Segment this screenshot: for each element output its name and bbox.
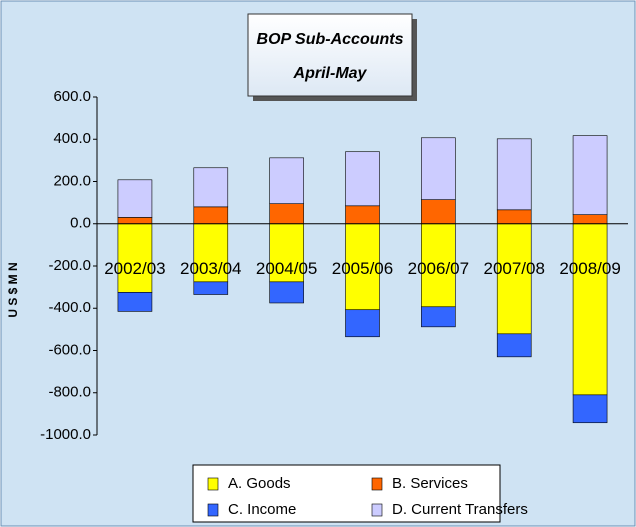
bar xyxy=(572,223,608,396)
bar xyxy=(117,217,153,225)
x-tick-label: 2004/05 xyxy=(256,259,317,278)
legend-swatch xyxy=(207,503,219,517)
bar xyxy=(117,179,153,218)
bar xyxy=(572,214,608,225)
bar xyxy=(496,209,532,225)
bar xyxy=(572,394,608,424)
bar xyxy=(193,223,229,283)
bar xyxy=(345,309,380,338)
bar xyxy=(421,306,456,328)
y-tick-label: -400.0 xyxy=(48,299,91,316)
bar xyxy=(117,292,153,312)
y-tick-label: -200.0 xyxy=(48,257,91,274)
bar xyxy=(269,281,304,304)
x-tick-label: 2005/06 xyxy=(332,259,393,278)
bar xyxy=(193,206,229,225)
legend-label: B. Services xyxy=(392,475,468,492)
bar xyxy=(193,281,229,295)
chart-title: BOP Sub-Accounts xyxy=(257,31,404,48)
bar xyxy=(193,167,229,208)
legend-label: D. Current Transfers xyxy=(392,501,528,518)
y-tick-label: 400.0 xyxy=(53,130,91,147)
x-tick-label: 2008/09 xyxy=(559,259,620,278)
legend-label: C. Income xyxy=(228,501,296,518)
bar xyxy=(496,223,532,335)
y-tick-label: 600.0 xyxy=(53,88,91,105)
legend-swatch xyxy=(371,477,383,491)
y-tick-label: 0.0 xyxy=(70,215,91,232)
bar xyxy=(496,333,532,358)
bar xyxy=(269,203,304,225)
x-tick-label: 2002/03 xyxy=(104,259,165,278)
legend-label: A. Goods xyxy=(228,475,291,492)
bar xyxy=(345,205,380,225)
bar xyxy=(572,135,608,215)
bar xyxy=(421,199,456,225)
x-tick-label: 2003/04 xyxy=(180,259,241,278)
y-tick-label: -600.0 xyxy=(48,341,91,358)
y-axis-label: U S $ M N xyxy=(6,262,20,317)
y-tick-label: -800.0 xyxy=(48,384,91,401)
x-tick-label: 2007/08 xyxy=(483,259,544,278)
bar xyxy=(117,223,153,293)
bar xyxy=(345,223,380,311)
chart-subtitle: April-May xyxy=(293,65,368,82)
bar xyxy=(496,138,532,211)
y-tick-label: 200.0 xyxy=(53,172,91,189)
bar xyxy=(421,137,456,200)
title-box xyxy=(247,13,413,97)
legend-swatch xyxy=(371,503,383,517)
legend-swatch xyxy=(207,477,219,491)
legend xyxy=(192,464,501,523)
x-tick-label: 2006/07 xyxy=(408,259,469,278)
y-tick-label: -1000.0 xyxy=(40,426,91,443)
bar xyxy=(269,157,304,204)
bar xyxy=(345,151,380,207)
